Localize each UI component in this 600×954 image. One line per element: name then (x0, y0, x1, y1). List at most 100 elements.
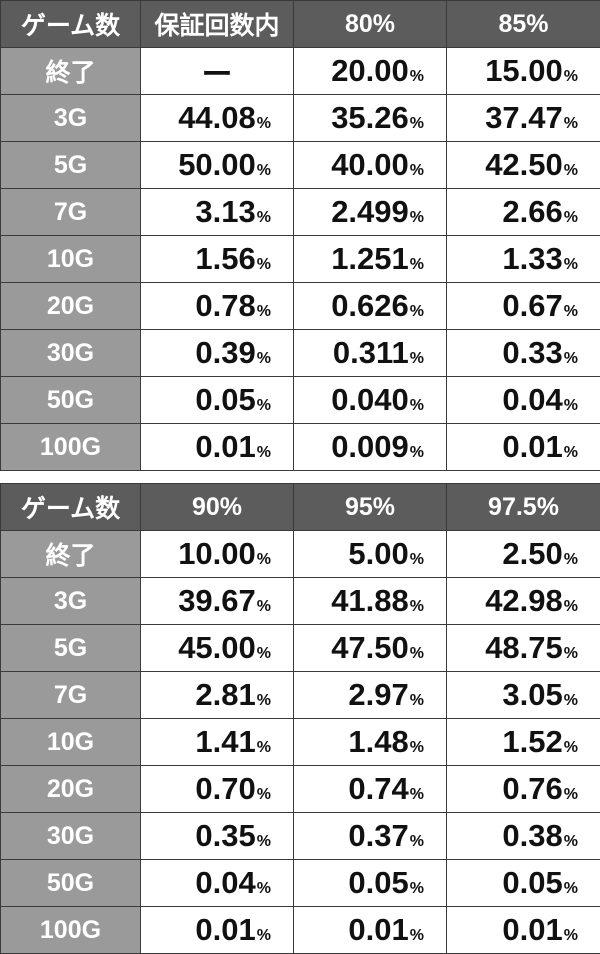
table-cell: 0.76% (446, 765, 600, 813)
percent-unit: % (256, 209, 271, 226)
cell-value: 0.38 (502, 818, 563, 853)
table-cell: 1.33% (446, 235, 600, 283)
column-header: 80% (293, 0, 447, 48)
cell-value: 1.41 (195, 724, 256, 759)
row-header: 3G (0, 577, 141, 625)
percent-unit: % (563, 598, 578, 615)
table-cell: 1.56% (140, 235, 294, 283)
row-header: 30G (0, 329, 141, 377)
cell-value: ー (201, 56, 233, 92)
percent-unit: % (563, 692, 578, 709)
cell-value: 0.311 (332, 335, 409, 370)
percent-unit: % (256, 256, 271, 273)
cell-value: 41.88 (331, 583, 409, 618)
cell-value: 5.00 (348, 536, 409, 571)
table-row: 20G 0.78% 0.626% 0.67% (0, 282, 600, 330)
table-row: 5G 50.00% 40.00% 42.50% (0, 141, 600, 189)
table-cell: 35.26% (293, 94, 447, 142)
percent-unit: % (563, 551, 578, 568)
table-row: 7G 3.13% 2.499% 2.66% (0, 188, 600, 236)
cell-value: 3.13 (195, 194, 256, 229)
table-cell: 0.74% (293, 765, 447, 813)
cell-value: 15.00 (485, 53, 563, 88)
row-header: 20G (0, 765, 141, 813)
row-header: 30G (0, 812, 141, 860)
table-cell: 1.251% (293, 235, 447, 283)
cell-value: 0.33 (502, 335, 563, 370)
cell-value: 0.78 (195, 288, 256, 323)
cell-value: 0.05 (502, 865, 563, 900)
table-cell: 0.33% (446, 329, 600, 377)
column-header: ゲーム数 (0, 0, 141, 48)
table-cell: 0.01% (293, 906, 447, 954)
table-cell: ー (140, 47, 294, 95)
table-cell: 0.01% (446, 906, 600, 954)
table-cell: 45.00% (140, 624, 294, 672)
row-header: 5G (0, 141, 141, 189)
table-cell: 0.70% (140, 765, 294, 813)
cell-value: 0.01 (502, 429, 563, 464)
percent-unit: % (563, 397, 578, 414)
table-row: 50G 0.04% 0.05% 0.05% (0, 859, 600, 907)
cell-value: 2.97 (348, 677, 409, 712)
row-header: 3G (0, 94, 141, 142)
percent-unit: % (256, 786, 271, 803)
cell-value: 40.00 (331, 147, 409, 182)
table-cell: 0.009% (293, 423, 447, 471)
cell-value: 0.626 (331, 288, 409, 323)
cell-value: 0.04 (195, 865, 256, 900)
percent-unit: % (409, 645, 424, 662)
percent-unit: % (409, 68, 424, 85)
percent-unit: % (563, 209, 578, 226)
cell-value: 48.75 (485, 630, 563, 665)
percent-unit: % (409, 692, 424, 709)
row-header: 7G (0, 188, 141, 236)
header-row: ゲーム数 保証回数内 80% 85% (0, 0, 600, 48)
table-cell: 0.01% (446, 423, 600, 471)
table-cell: 15.00% (446, 47, 600, 95)
table-cell: 0.38% (446, 812, 600, 860)
row-header: 50G (0, 376, 141, 424)
percent-unit: % (563, 350, 578, 367)
cell-value: 39.67 (178, 583, 256, 618)
table-cell: 20.00% (293, 47, 447, 95)
table-cell: 37.47% (446, 94, 600, 142)
table-row: 10G 1.56% 1.251% 1.33% (0, 235, 600, 283)
cell-value: 37.47 (485, 100, 563, 135)
percent-unit: % (409, 303, 424, 320)
cell-value: 0.67 (502, 288, 563, 323)
cell-value: 42.50 (485, 147, 563, 182)
cell-value: 0.009 (331, 429, 409, 464)
table-cell: 0.35% (140, 812, 294, 860)
percent-unit: % (409, 256, 424, 273)
cell-value: 2.81 (195, 677, 256, 712)
percent-unit: % (409, 833, 424, 850)
table-row: 3G 44.08% 35.26% 37.47% (0, 94, 600, 142)
row-header: 100G (0, 423, 141, 471)
probability-table-1: ゲーム数 保証回数内 80% 85% 終了ー 20.00% 15.00% 3G 44.08% 35… (0, 0, 600, 471)
table-cell: 40.00% (293, 141, 447, 189)
percent-unit: % (409, 739, 424, 756)
table-cell: 0.04% (140, 859, 294, 907)
table-cell: 1.48% (293, 718, 447, 766)
table-cell: 44.08% (140, 94, 294, 142)
column-header: ゲーム数 (0, 483, 141, 531)
table-cell: 1.52% (446, 718, 600, 766)
percent-unit: % (563, 444, 578, 461)
cell-value: 0.39 (195, 335, 256, 370)
table-cell: 0.37% (293, 812, 447, 860)
percent-unit: % (563, 739, 578, 756)
percent-unit: % (563, 162, 578, 179)
cell-value: 0.70 (195, 771, 256, 806)
percent-unit: % (563, 645, 578, 662)
cell-value: 2.499 (331, 194, 409, 229)
cell-value: 50.00 (178, 147, 256, 182)
percent-unit: % (256, 880, 271, 897)
cell-value: 0.040 (331, 382, 409, 417)
table-row: 終了ー 20.00% 15.00% (0, 47, 600, 95)
cell-value: 2.50 (502, 536, 563, 571)
table-cell: 0.05% (293, 859, 447, 907)
percent-unit: % (563, 256, 578, 273)
percent-unit: % (563, 833, 578, 850)
row-header: 50G (0, 859, 141, 907)
